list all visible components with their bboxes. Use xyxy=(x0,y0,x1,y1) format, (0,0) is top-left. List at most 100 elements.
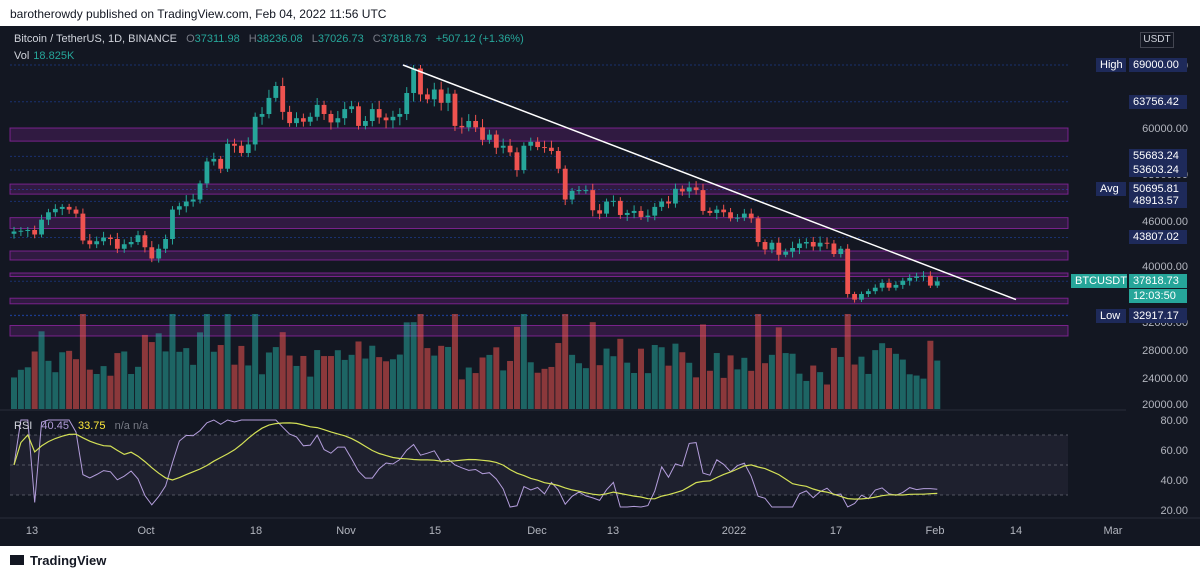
tradingview-logo-icon xyxy=(10,555,24,565)
price-tag-9: 32917.17 xyxy=(1129,308,1187,323)
candle-body xyxy=(555,151,561,169)
candle-body xyxy=(686,187,692,192)
candle-body xyxy=(755,218,761,242)
rsi-tick-label: 60.00 xyxy=(1160,445,1188,457)
volume-bar xyxy=(830,347,837,409)
candle-body xyxy=(39,219,44,235)
candle-body xyxy=(762,242,768,250)
rsi-ma-line xyxy=(13,422,938,500)
volume-bar xyxy=(575,363,582,409)
candle-body xyxy=(859,294,864,300)
volume-bar xyxy=(396,354,403,409)
time-tick-label: Mar xyxy=(1104,525,1123,537)
candle-body xyxy=(11,231,17,234)
currency-selector[interactable]: USDT xyxy=(1140,32,1174,48)
volume-bar xyxy=(479,357,486,409)
volume-bar xyxy=(493,347,500,409)
volume-bar xyxy=(837,356,844,409)
volume-bar xyxy=(334,350,341,409)
candle-body xyxy=(328,114,334,123)
volume-bar xyxy=(534,372,541,409)
volume-bar xyxy=(431,355,438,409)
volume-bar xyxy=(107,375,114,409)
volume-bar xyxy=(190,364,197,409)
volume-bar xyxy=(596,365,603,409)
candle-body xyxy=(87,240,93,245)
candle-body xyxy=(824,242,830,244)
band-4 xyxy=(9,272,1069,277)
candle-body xyxy=(638,210,644,217)
candle-body xyxy=(245,144,251,153)
candle-body xyxy=(232,143,237,146)
volume-bar xyxy=(789,353,796,409)
volume-bar xyxy=(327,356,334,409)
candle-body xyxy=(769,242,775,250)
volume-bar xyxy=(686,362,693,409)
volume-bar xyxy=(768,354,775,409)
volume-bar xyxy=(52,372,59,409)
volume-bar xyxy=(197,332,204,409)
candle-body xyxy=(583,190,589,192)
candle-body xyxy=(108,237,113,239)
volume-bar xyxy=(79,314,86,409)
volume-bar xyxy=(252,314,259,409)
candle-body xyxy=(741,213,747,218)
candle-body xyxy=(480,127,485,140)
volume-bar xyxy=(720,377,727,409)
price-tick-label: 20000.00 xyxy=(1142,399,1188,411)
volume-bar xyxy=(121,351,128,409)
volume-bar xyxy=(562,314,569,409)
candle-body xyxy=(721,209,727,213)
volume-bar xyxy=(231,364,238,409)
price-tag-label-7: BTCUSDT xyxy=(1071,274,1127,289)
volume-bar xyxy=(693,377,700,409)
candle-body xyxy=(321,104,327,114)
volume-bar xyxy=(383,361,390,409)
rsi-tick-label: 40.00 xyxy=(1160,475,1188,487)
volume-bar xyxy=(589,322,596,409)
candle-body xyxy=(707,210,713,213)
candle-body xyxy=(397,114,403,117)
volume-bar xyxy=(389,359,396,409)
chart-frame[interactable] xyxy=(0,26,1200,546)
volume-bar xyxy=(155,333,162,409)
candle-body xyxy=(631,210,637,213)
time-tick-label: 17 xyxy=(830,525,842,537)
volume-bar xyxy=(934,360,941,409)
volume-bar xyxy=(665,365,672,409)
candle-body xyxy=(893,284,899,288)
volume-bar xyxy=(135,366,142,409)
candle-body xyxy=(879,282,885,288)
volume-bar xyxy=(858,356,865,409)
high-value: 38236.08 xyxy=(256,33,303,45)
volume-bar xyxy=(713,353,720,409)
candle-body xyxy=(218,158,224,169)
time-tick-label: 15 xyxy=(429,525,441,537)
candle-body xyxy=(673,188,678,204)
rsi-tick-label: 80.00 xyxy=(1160,415,1188,427)
volume-bar xyxy=(886,348,893,409)
volume-bar xyxy=(458,379,465,409)
volume-label: Vol xyxy=(14,50,30,62)
candle-body xyxy=(817,242,823,247)
volume-bar xyxy=(927,340,934,409)
candle-body xyxy=(666,201,671,204)
volume-bar xyxy=(617,338,624,409)
volume-bar xyxy=(451,314,458,409)
price-tick-label: 40000.00 xyxy=(1142,261,1188,273)
candle-body xyxy=(507,145,513,153)
volume-bar xyxy=(548,366,555,409)
volume-bar xyxy=(810,365,817,409)
time-tick-label: Nov xyxy=(336,525,356,537)
price-tick-label: 28000.00 xyxy=(1142,345,1188,357)
candle-body xyxy=(487,134,492,140)
price-tag-7: 37818.73 xyxy=(1129,274,1187,289)
price-tag-6: 43807.02 xyxy=(1129,230,1187,245)
volume-bar xyxy=(472,373,479,409)
candle-body xyxy=(790,248,795,252)
volume-bar xyxy=(513,326,520,409)
candle-body xyxy=(735,217,740,219)
open-value: 37311.98 xyxy=(194,33,240,45)
volume-bar xyxy=(376,357,383,409)
